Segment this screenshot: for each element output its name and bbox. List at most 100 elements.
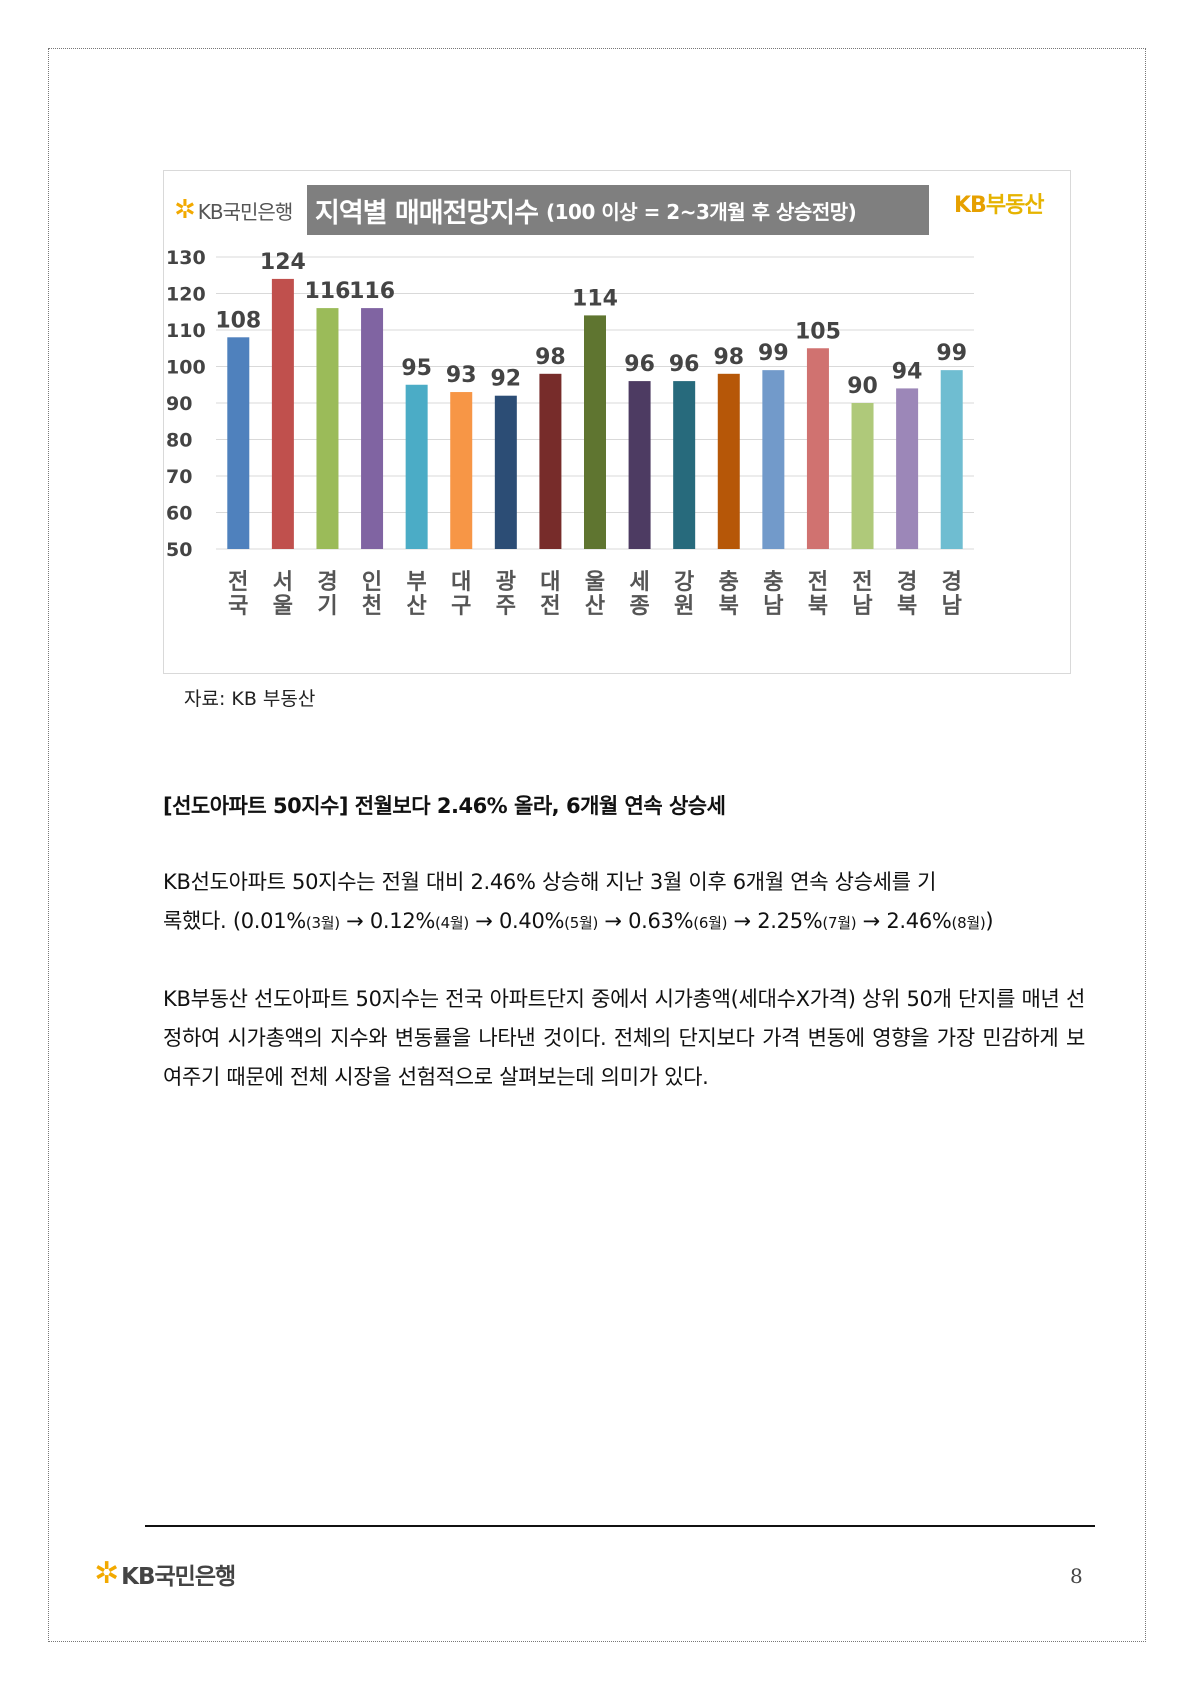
step-month: (3월) <box>305 914 340 932</box>
y-tick-label: 120 <box>166 284 206 306</box>
bar <box>227 337 250 549</box>
kb-bank-logo: ✲ KB국민은행 <box>174 195 293 225</box>
step-month: (6월) <box>693 914 728 932</box>
data-label: 98 <box>535 345 566 370</box>
y-tick-label: 100 <box>166 357 206 379</box>
x-tick-label: 충 <box>719 570 739 595</box>
x-tick-label: 대 <box>451 570 471 595</box>
data-label: 92 <box>491 367 522 392</box>
step-month: (5월) <box>564 914 599 932</box>
bar <box>940 370 963 549</box>
y-tick-label: 80 <box>166 430 192 452</box>
x-tick-label: 전 <box>808 570 828 595</box>
paragraph-1-line-2: 록했다. (0.01%(3월) → 0.12%(4월) → 0.40%(5월) … <box>163 902 1085 943</box>
footer-divider <box>145 1525 1095 1527</box>
bar <box>494 395 517 549</box>
kb-realty-logo: KB부동산 <box>954 187 1045 219</box>
chart-title-sub: (100 이상 = 2~3개월 후 상승전망) <box>545 199 857 224</box>
step-percent: 2.25% <box>757 909 823 933</box>
x-tick-label: 구 <box>451 594 471 619</box>
x-tick-label: 북 <box>897 594 917 619</box>
x-tick-label: 강 <box>674 570 694 595</box>
section-heading: [선도아파트 50지수] 전월보다 2.46% 올라, 6개월 연속 상승세 <box>163 794 726 818</box>
data-label: 114 <box>572 286 618 311</box>
bar <box>896 388 919 549</box>
footer-kb-logo-text: KB국민은행 <box>121 1563 236 1590</box>
footer-kb-logo: ✲ KB국민은행 <box>94 1556 236 1591</box>
x-tick-label: 북 <box>808 594 828 619</box>
kb-realty-logo-name: 부동산 <box>985 193 1045 218</box>
data-label: 94 <box>892 359 923 384</box>
paragraph-1-line-1: KB선도아파트 50지수는 전월 대비 2.46% 상승해 지난 3월 이후 6… <box>163 870 937 894</box>
bar-chart: 1301201101009080706050108전국124서울116경기116… <box>166 247 974 619</box>
x-tick-label: 원 <box>674 594 694 619</box>
paragraph-1: KB선도아파트 50지수는 전월 대비 2.46% 상승해 지난 3월 이후 6… <box>163 863 1085 943</box>
data-label: 98 <box>713 345 744 370</box>
kb-bank-logo-text: KB국민은행 <box>197 199 293 224</box>
footer-kb-star-icon: ✲ <box>94 1556 120 1591</box>
data-label: 90 <box>847 374 878 399</box>
bar <box>361 308 384 549</box>
x-tick-label: 남 <box>763 594 783 619</box>
x-tick-label: 남 <box>942 594 962 619</box>
x-tick-label: 경 <box>942 570 962 595</box>
bar <box>271 278 294 549</box>
x-tick-label: 산 <box>585 594 605 619</box>
x-tick-label: 부 <box>407 570 427 595</box>
kb-realty-logo-kb: KB <box>954 193 987 218</box>
bar <box>762 370 785 549</box>
x-tick-label: 국 <box>228 594 248 619</box>
y-tick-label: 110 <box>166 320 206 342</box>
step-month: (7월) <box>822 914 857 932</box>
page-number: 8 <box>1070 1564 1083 1588</box>
x-tick-label: 경 <box>317 570 337 595</box>
x-tick-label: 북 <box>719 594 739 619</box>
x-tick-label: 남 <box>852 594 872 619</box>
data-label: 99 <box>758 341 789 366</box>
data-label: 96 <box>669 352 700 377</box>
data-label: 99 <box>936 341 967 366</box>
x-tick-label: 전 <box>852 570 872 595</box>
step-percent: 0.12% <box>369 909 436 933</box>
y-tick-label: 130 <box>166 247 206 269</box>
x-tick-label: 울 <box>585 570 605 595</box>
bar <box>584 315 606 549</box>
x-tick-label: 대 <box>540 570 560 595</box>
x-tick-label: 종 <box>629 594 649 619</box>
x-tick-label: 충 <box>763 570 783 595</box>
bar <box>628 381 651 549</box>
chart-container: ✲ KB국민은행 지역별 매매전망지수 (100 이상 = 2~3개월 후 상승… <box>163 170 1071 674</box>
bar <box>405 384 428 549</box>
arrow-icon: → <box>727 909 758 933</box>
paragraph-1-prefix: 록했다. <box>163 909 233 933</box>
data-label: 95 <box>401 356 432 381</box>
step-percent: 2.46% <box>886 909 952 933</box>
arrow-icon: → <box>339 909 370 933</box>
data-label: 116 <box>305 279 351 304</box>
x-tick-label: 서 <box>273 570 293 595</box>
data-label: 108 <box>215 308 261 333</box>
step-percent: 0.40% <box>498 909 565 933</box>
x-tick-label: 천 <box>362 594 382 619</box>
bar <box>851 403 874 549</box>
x-tick-label: 주 <box>496 594 516 619</box>
page-border <box>48 48 1146 1642</box>
x-tick-label: 울 <box>273 594 293 619</box>
chart-source: 자료: KB 부동산 <box>184 688 316 710</box>
data-label: 105 <box>795 319 841 344</box>
y-tick-label: 50 <box>166 539 192 561</box>
x-tick-label: 광 <box>496 570 516 595</box>
step-month: (4월) <box>435 914 469 932</box>
kb-star-icon: ✲ <box>174 195 196 225</box>
x-tick-label: 세 <box>629 570 649 595</box>
y-tick-label: 60 <box>166 503 192 525</box>
closing-paren: ) <box>985 909 994 933</box>
data-label: 124 <box>260 250 306 275</box>
chart-title: 지역별 매매전망지수 (100 이상 = 2~3개월 후 상승전망) <box>307 185 929 235</box>
arrow-icon: → <box>856 909 887 933</box>
data-label: 93 <box>446 363 477 388</box>
x-tick-label: 전 <box>228 570 248 595</box>
paragraph-2: KB부동산 선도아파트 50지수는 전국 아파트단지 중에서 시가총액(세대수X… <box>163 987 1085 1089</box>
bar <box>717 373 740 549</box>
step-month: (8월) <box>951 914 986 932</box>
